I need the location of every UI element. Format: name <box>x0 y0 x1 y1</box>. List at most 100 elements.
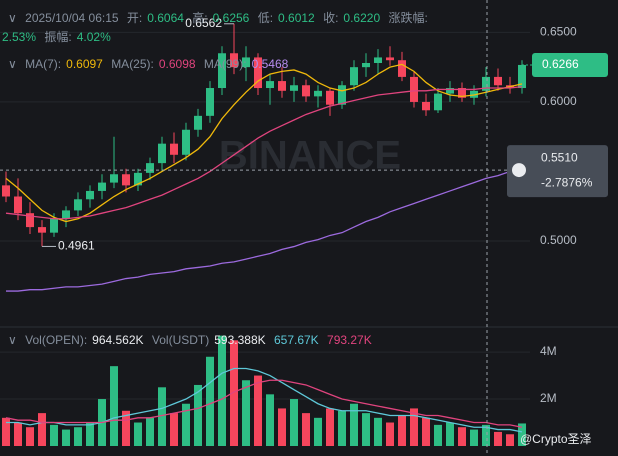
candle-body <box>206 88 214 116</box>
volume-bar <box>434 424 442 446</box>
candle-body <box>194 115 202 130</box>
volume-bar <box>146 417 154 446</box>
candle-body <box>14 196 22 214</box>
label: 开: <box>126 11 143 25</box>
value: 593.388K <box>214 333 266 347</box>
volume-bar <box>134 422 142 446</box>
volume-bar <box>422 417 430 446</box>
vol-legend: ∨ Vol(OPEN): 964.562K Vol(USDT) 593.388K 6… <box>8 333 377 347</box>
price-tag <box>532 52 608 77</box>
volume-bar <box>74 427 82 446</box>
candle-body <box>314 90 322 97</box>
label: 低: <box>257 11 274 25</box>
volume-bar <box>194 384 202 446</box>
candle-body <box>98 182 106 191</box>
volume-bar <box>38 413 46 446</box>
candle-body <box>290 85 298 91</box>
candle-body <box>158 143 166 164</box>
candle-body <box>38 227 46 233</box>
candle-body <box>362 62 370 68</box>
value: 0.6064 <box>147 11 184 25</box>
volume-bar <box>494 431 502 446</box>
volume-bar <box>278 408 286 446</box>
volume-bar <box>110 366 118 446</box>
label: 高: <box>192 11 208 25</box>
candle-body <box>26 213 34 228</box>
value: 0.6012 <box>278 11 315 25</box>
volume-ma-line <box>6 367 523 433</box>
crosshair-box <box>507 145 608 198</box>
candle-body <box>350 67 358 86</box>
y-tick-label: 0.5000 <box>540 233 577 247</box>
value: 0.6097 <box>66 57 103 71</box>
volume-bar <box>62 429 70 446</box>
credit: @Crypto圣泽 <box>520 432 592 446</box>
time: 2025/10/04 06:15 <box>25 11 119 25</box>
candle-body <box>326 90 334 105</box>
volume-bar <box>458 427 466 446</box>
candle-body <box>122 174 130 186</box>
y-tick-label: 0.6000 <box>540 94 577 108</box>
crosshair-price: 0.5510 <box>541 150 578 164</box>
header-row: ∨ 2025/10/04 06:15 开: 0.6064 高: 0.6256 低: 0… <box>8 9 433 26</box>
candle-body <box>2 185 10 197</box>
volume-bar <box>350 403 358 446</box>
y-tick-label: 0.6500 <box>540 25 577 39</box>
volume-bar <box>230 340 238 446</box>
volume-bar <box>122 410 130 446</box>
value: 2.53% <box>2 30 37 44</box>
label: MA(99): <box>203 57 247 71</box>
label: MA(7): <box>25 57 62 71</box>
value: 0.5468 <box>251 57 289 71</box>
volume-bar <box>506 434 514 446</box>
candle-body <box>146 163 154 173</box>
volume-bar <box>86 422 94 446</box>
candle-body <box>110 174 118 183</box>
volume-bar <box>206 356 214 446</box>
candle-body <box>302 85 310 97</box>
ma-line <box>6 168 523 292</box>
volume-bar <box>314 417 322 446</box>
volume-bar <box>410 408 418 446</box>
current-price: 0.6266 <box>542 57 579 71</box>
candle-body <box>74 199 82 211</box>
candle-body <box>410 76 418 102</box>
candle-body <box>134 172 142 186</box>
label: 振幅: <box>44 30 72 44</box>
value: 4.02% <box>76 30 111 44</box>
candle-body <box>62 210 70 219</box>
candle-body <box>446 88 454 94</box>
value: 0.6220 <box>343 11 381 25</box>
candle-body <box>266 81 274 89</box>
chevron[interactable]: ∨ <box>8 11 17 25</box>
candle-body <box>482 76 490 91</box>
volume-bar <box>518 423 526 446</box>
label: 涨跌幅: <box>388 11 428 25</box>
value: 793.27K <box>327 333 372 347</box>
volume-bar <box>170 413 178 446</box>
volume-bar <box>218 335 226 446</box>
y-tick-label: 2M <box>540 391 557 405</box>
volume-bar <box>50 424 58 446</box>
candle-body <box>434 93 442 111</box>
candle-body <box>230 53 238 68</box>
volume-bar <box>338 410 346 446</box>
volume-bar <box>158 387 166 446</box>
candle-body <box>374 57 382 63</box>
value: 0.6098 <box>158 57 196 71</box>
value: 0.6256 <box>212 11 250 25</box>
volume-bar <box>326 408 334 446</box>
header-row-2: 2.53% 振幅: 4.02% <box>2 28 116 45</box>
candle-body <box>242 57 250 68</box>
volume-bar <box>26 427 34 446</box>
candle-body <box>386 57 394 61</box>
volume-ma-line <box>5 379 523 428</box>
volume-bar <box>182 403 190 446</box>
label: Vol(USDT) <box>151 333 210 347</box>
chevron[interactable]: ∨ <box>8 57 17 71</box>
chevron[interactable]: ∨ <box>8 333 17 347</box>
volume-bar <box>302 413 310 446</box>
candle-body <box>398 60 406 77</box>
candle-body <box>338 85 346 105</box>
